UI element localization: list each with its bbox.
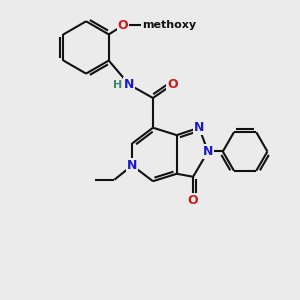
Text: N: N	[124, 78, 134, 91]
Text: N: N	[127, 159, 137, 172]
Text: O: O	[188, 194, 198, 207]
Text: H: H	[113, 80, 122, 90]
Text: N: N	[194, 121, 204, 134]
Text: O: O	[118, 19, 128, 32]
Text: N: N	[203, 145, 213, 158]
Text: methoxy: methoxy	[142, 20, 196, 31]
Text: O: O	[167, 78, 178, 91]
